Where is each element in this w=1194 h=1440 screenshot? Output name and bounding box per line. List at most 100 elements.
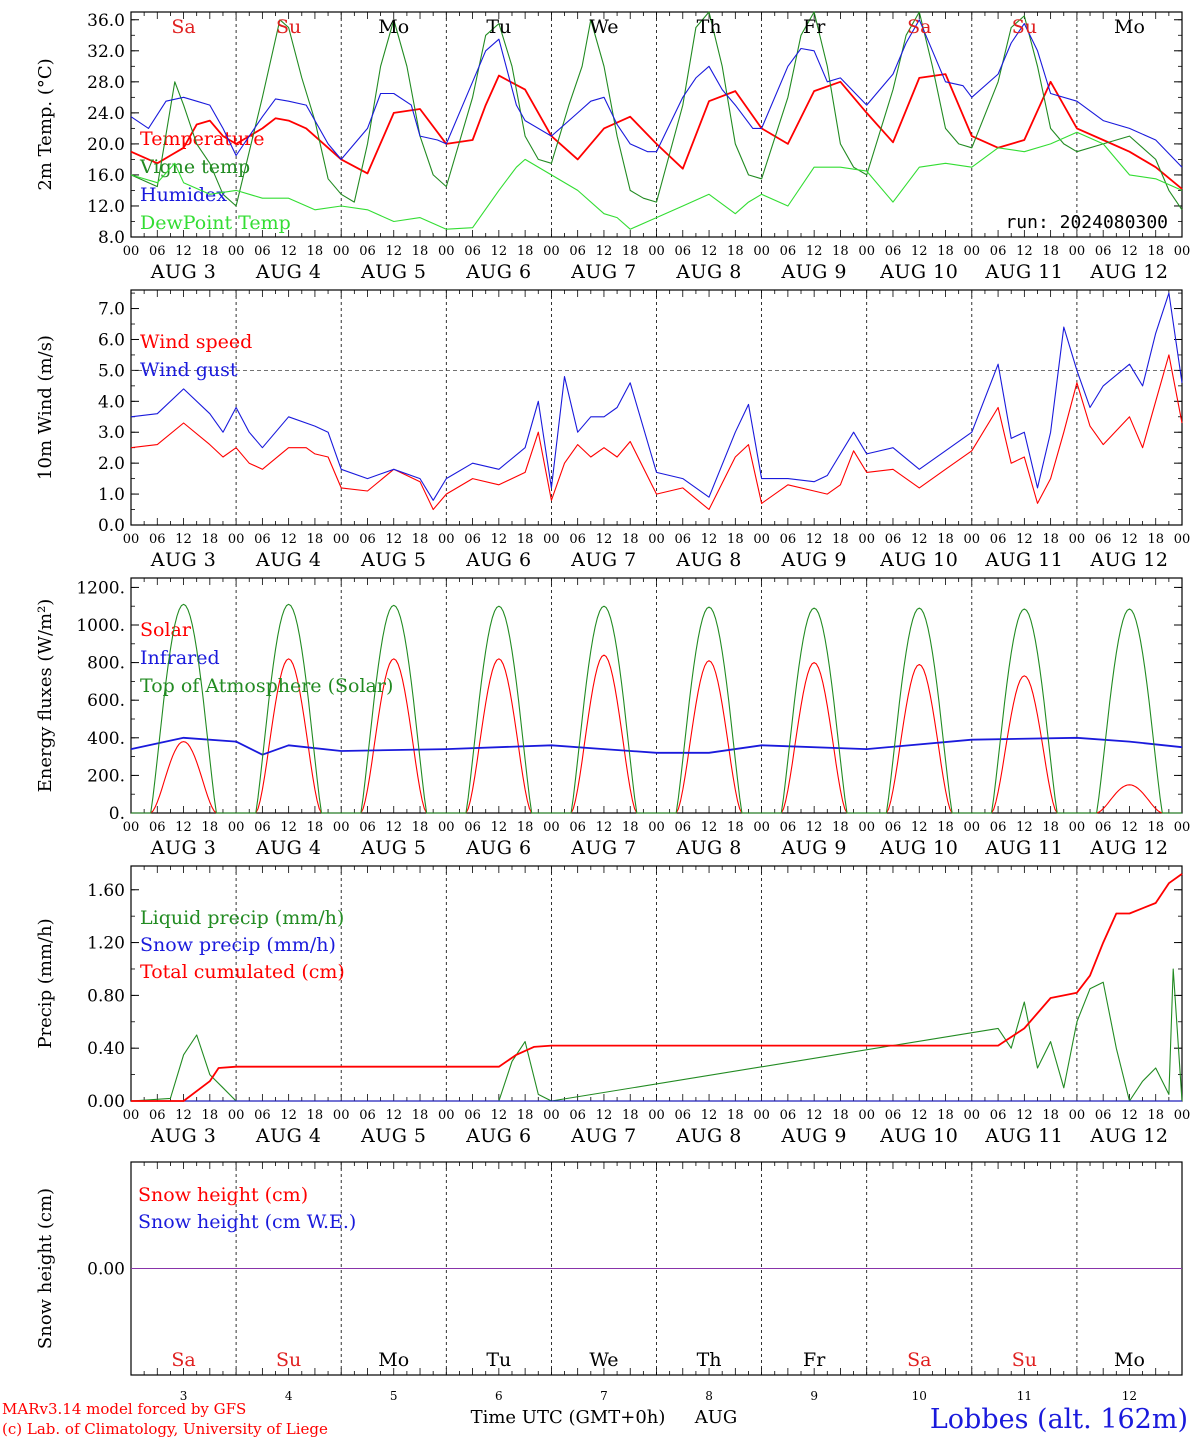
hour-label: 00 xyxy=(543,1108,560,1123)
hour-label: 06 xyxy=(675,820,692,835)
hour-label: 18 xyxy=(1147,1108,1164,1123)
y-tick-label: 1.60 xyxy=(87,881,125,901)
hour-label: 06 xyxy=(1095,820,1112,835)
weekday-label: Su xyxy=(1012,1349,1037,1371)
day-number: 5 xyxy=(390,1389,398,1403)
y-tick-label: 600. xyxy=(87,691,125,711)
panel-wind: 7.0 6.0 5.0 4.0 3.0 2.0 1.0 0.0 10m Wind (m/s) Wi… xyxy=(35,289,1191,571)
date-label: AUG 5 xyxy=(360,837,427,859)
date-label: AUG 6 xyxy=(465,261,532,283)
hour-label: 06 xyxy=(675,532,692,547)
hour-label: 00 xyxy=(1174,820,1191,835)
hour-label: 18 xyxy=(412,1108,429,1123)
hour-label: 00 xyxy=(123,820,140,835)
weekday-label: Mo xyxy=(1114,16,1145,38)
y-axis-label: Snow height (cm) xyxy=(35,1188,56,1349)
hour-label: 00 xyxy=(1174,244,1191,259)
y-tick-label: 1200. xyxy=(76,578,125,598)
weekday-label: Su xyxy=(276,16,301,38)
hour-label: 00 xyxy=(648,532,665,547)
hour-label: 00 xyxy=(858,532,875,547)
hour-label: 18 xyxy=(202,532,219,547)
hour-label: 00 xyxy=(438,820,455,835)
hour-label: 06 xyxy=(675,244,692,259)
day-number: 4 xyxy=(285,1389,293,1403)
hour-label: 18 xyxy=(517,532,534,547)
date-label: AUG 12 xyxy=(1089,261,1168,283)
date-label: AUG 4 xyxy=(255,261,322,283)
hour-label: 06 xyxy=(254,820,271,835)
hour-label: 12 xyxy=(596,820,613,835)
weekday-label: Sa xyxy=(171,16,195,38)
hour-label: 18 xyxy=(307,532,324,547)
hour-label: 00 xyxy=(123,244,140,259)
hour-label: 12 xyxy=(596,1108,613,1123)
hour-label: 00 xyxy=(333,820,350,835)
y-tick-label: 20.0 xyxy=(87,135,125,155)
hour-label: 00 xyxy=(858,244,875,259)
hour-label: 00 xyxy=(964,1108,981,1123)
hour-label: 00 xyxy=(964,820,981,835)
hour-label: 06 xyxy=(569,1108,586,1123)
weekday-label: Th xyxy=(697,16,722,38)
hour-label: 12 xyxy=(175,532,192,547)
hour-label: 18 xyxy=(622,244,639,259)
hour-label: 06 xyxy=(675,1108,692,1123)
hour-label: 18 xyxy=(1042,1108,1059,1123)
hour-label: 12 xyxy=(175,820,192,835)
hour-label: 18 xyxy=(1147,244,1164,259)
date-label: AUG 10 xyxy=(879,837,958,859)
hour-label: 00 xyxy=(1174,532,1191,547)
hour-label: 06 xyxy=(885,244,902,259)
hour-label: 00 xyxy=(964,244,981,259)
y-tick-label: 0.0 xyxy=(98,516,125,536)
hour-label: 12 xyxy=(280,820,297,835)
hour-label: 12 xyxy=(806,244,823,259)
hour-label: 00 xyxy=(543,532,560,547)
date-label: AUG 6 xyxy=(465,1125,532,1147)
hour-label: 18 xyxy=(727,820,744,835)
hour-label: 00 xyxy=(1069,1108,1086,1123)
day-numbers: 3 4 5 6 7 8 9 10 11 12 xyxy=(180,1389,1137,1403)
panel-energy: 1200. 1000. 800. 600. 400. 200. 0. Energy fluxe… xyxy=(35,577,1191,859)
hour-label: 00 xyxy=(753,1108,770,1123)
date-labels: AUG 3 AUG 4 AUG 5 AUG 6 AUG 7 AUG 8 AUG 9 AUG 1… xyxy=(150,837,1168,859)
hour-label: 00 xyxy=(753,820,770,835)
weekday-labels-bottom: Sa Su Mo Tu We Th Fr Sa Su Mo xyxy=(171,1349,1145,1371)
hour-label: 18 xyxy=(517,1108,534,1123)
hour-label: 00 xyxy=(543,820,560,835)
date-label: AUG 3 xyxy=(150,837,217,859)
y-tick-label: 5.0 xyxy=(98,361,125,381)
y-tick-label: 0. xyxy=(109,804,125,824)
date-label: AUG 3 xyxy=(150,261,217,283)
weekday-label: Su xyxy=(1012,16,1037,38)
date-label: AUG 12 xyxy=(1089,549,1168,571)
legend-entry: Snow precip (mm/h) xyxy=(140,934,336,956)
hour-label: 12 xyxy=(596,244,613,259)
weekday-label: Sa xyxy=(907,1349,931,1371)
date-label: AUG 7 xyxy=(570,549,637,571)
date-label: AUG 6 xyxy=(465,837,532,859)
hour-label: 12 xyxy=(175,244,192,259)
hour-label: 00 xyxy=(228,244,245,259)
hour-label: 18 xyxy=(832,1108,849,1123)
day-number: 6 xyxy=(495,1389,503,1403)
hour-labels: 00 06 12 18 00 06 12 18 00 06 12 18 00 06 12 18 00 06 12 18… xyxy=(123,820,1191,835)
hour-label: 00 xyxy=(1174,1108,1191,1123)
weekday-label: Su xyxy=(276,1349,301,1371)
weekday-label: We xyxy=(589,16,618,38)
day-number: 11 xyxy=(1017,1389,1032,1403)
date-labels: AUG 3 AUG 4 AUG 5 AUG 6 AUG 7 AUG 8 AUG 9 AUG 1… xyxy=(150,261,1168,283)
hour-label: 12 xyxy=(701,1108,718,1123)
hour-label: 00 xyxy=(333,1108,350,1123)
panel-temperature: 36.0 32.0 28.0 24.0 20.0 16.0 12.0 8.0 2m Temp. … xyxy=(35,11,1190,283)
y-tick-label: 4.0 xyxy=(98,392,125,412)
hour-label: 00 xyxy=(648,244,665,259)
series-line-vigne-temp xyxy=(130,11,1183,211)
date-label: AUG 4 xyxy=(255,1125,322,1147)
hour-label: 18 xyxy=(832,820,849,835)
date-label: AUG 9 xyxy=(780,549,847,571)
hour-label: 18 xyxy=(1042,820,1059,835)
weekday-label: We xyxy=(589,1349,618,1371)
series-line-wind-speed xyxy=(130,354,1183,511)
